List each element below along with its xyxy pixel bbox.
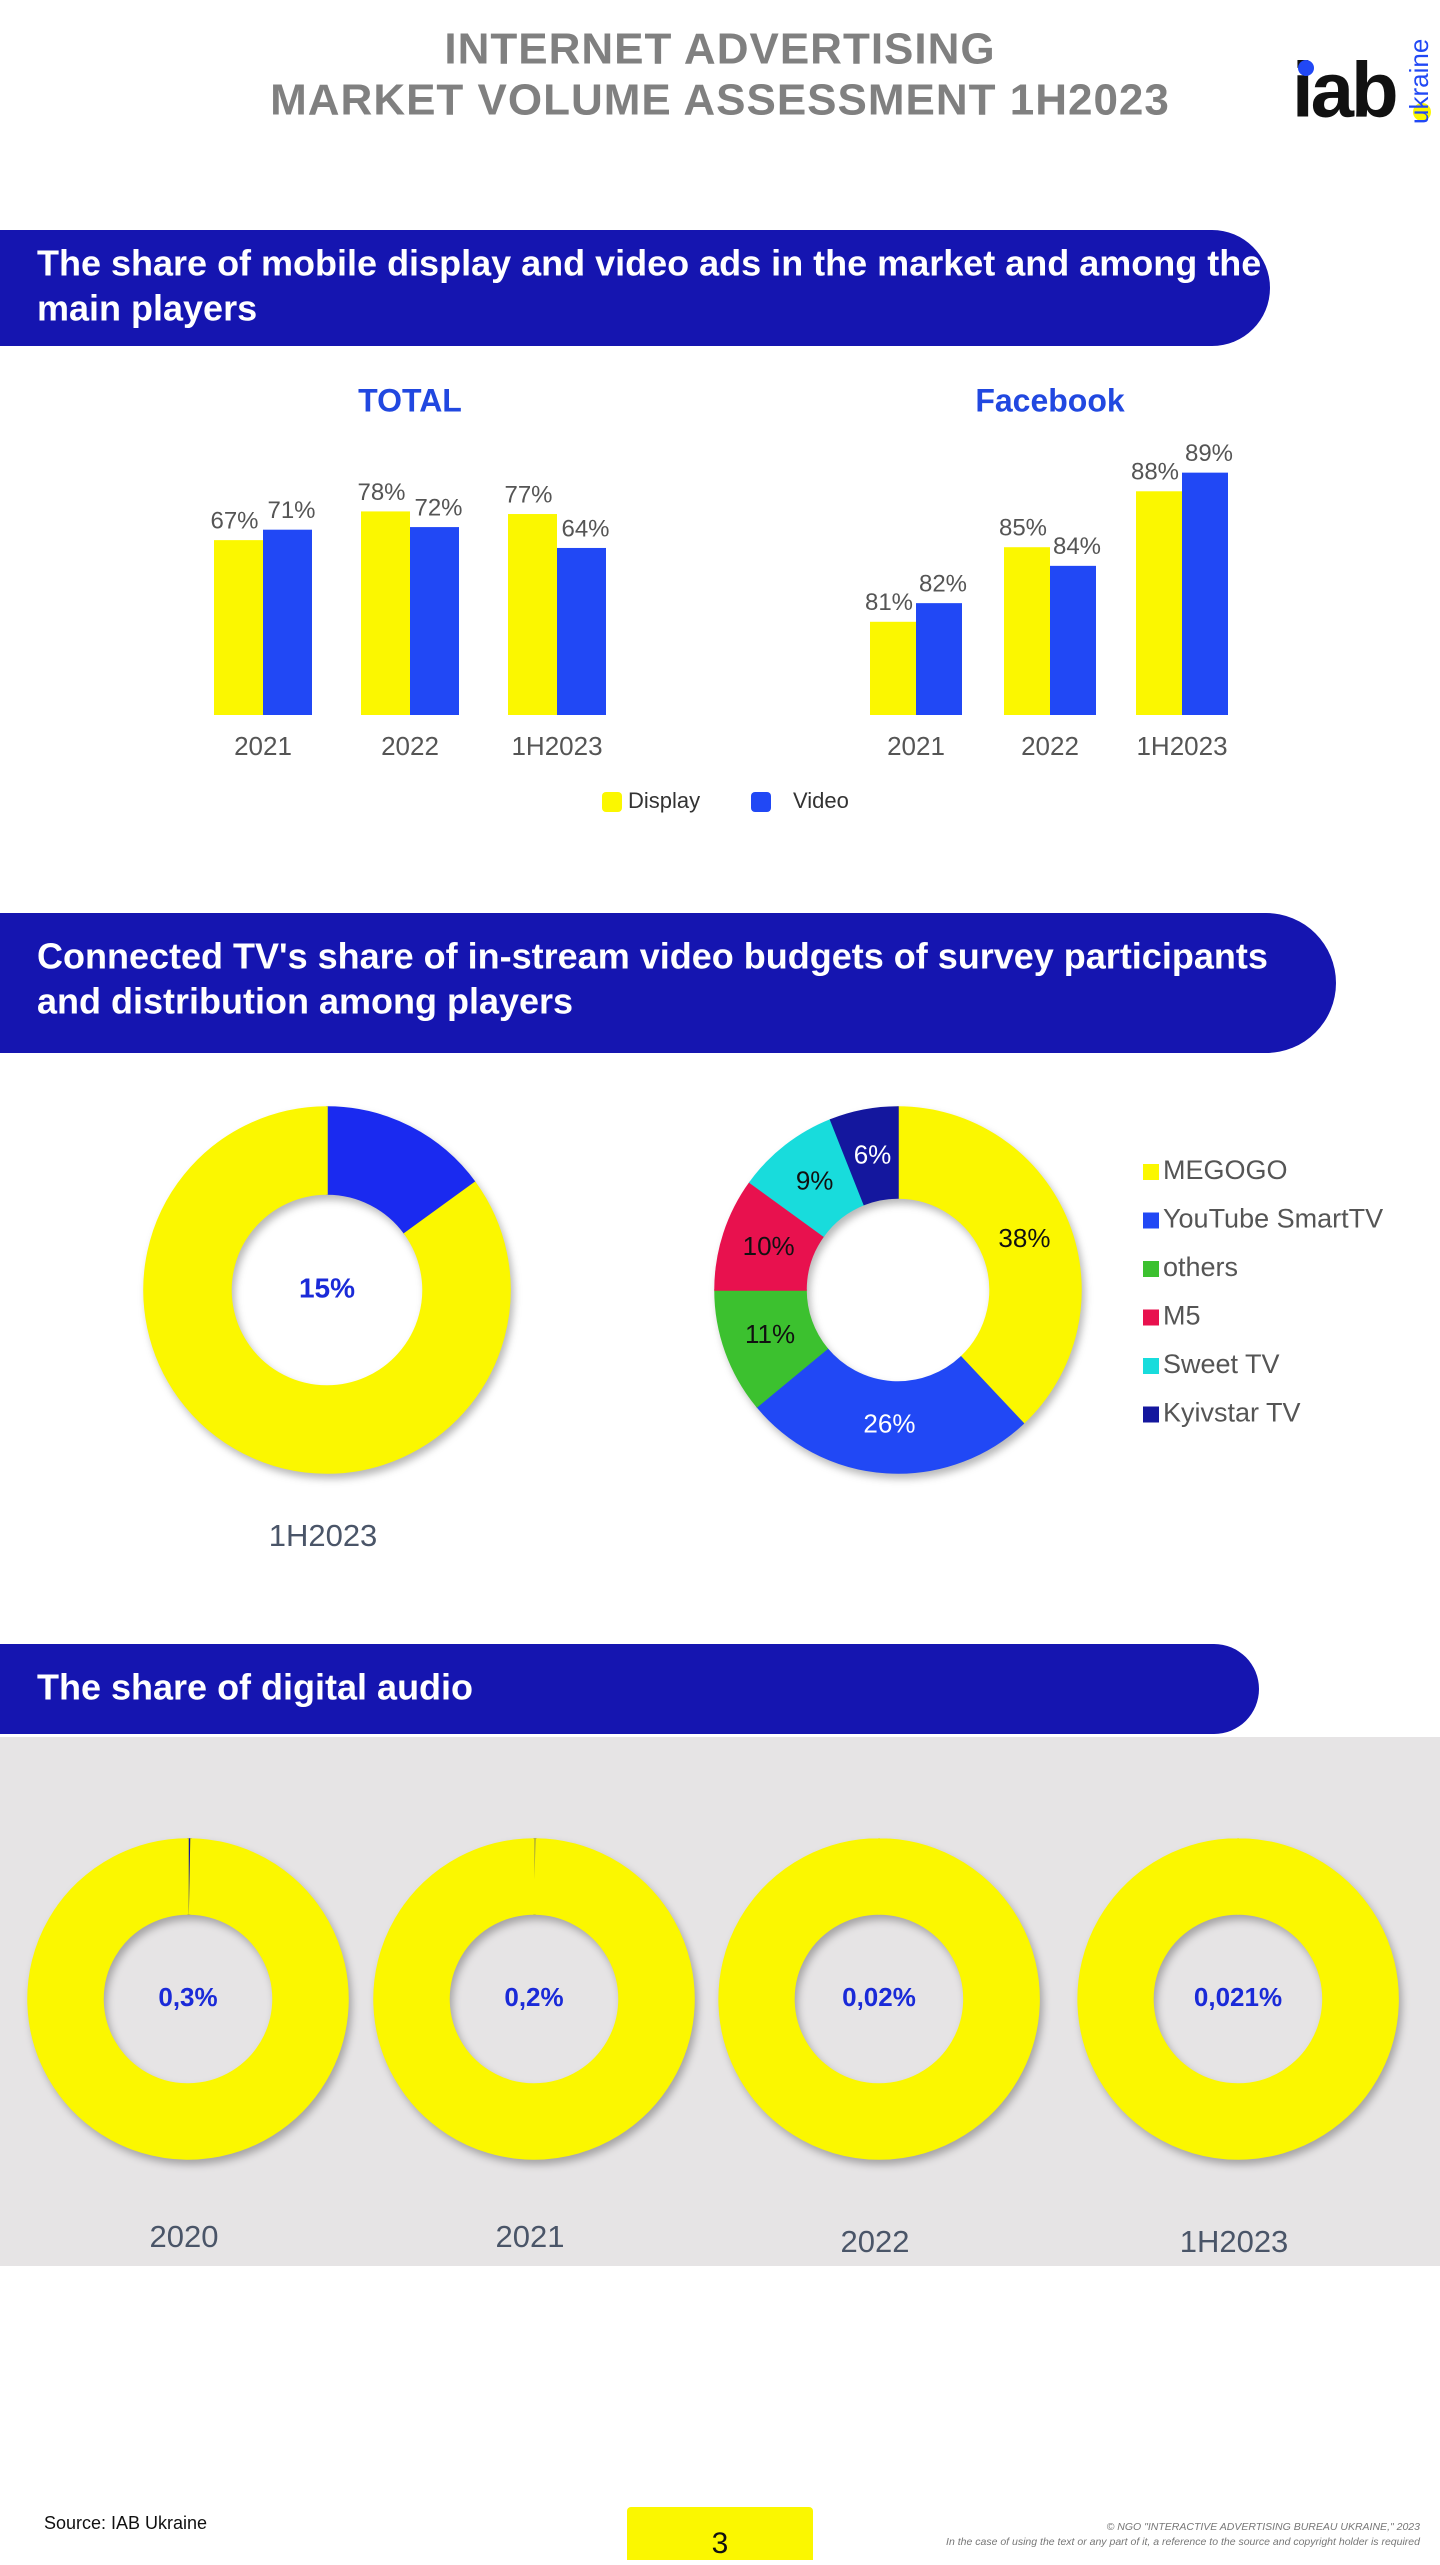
section-title: Connected TV's share of in-stream video … (37, 936, 1268, 977)
footer-notice: In the case of using the text or any par… (946, 2536, 1421, 2548)
data-label: 6% (854, 1139, 892, 1169)
data-label: 38% (998, 1223, 1050, 1253)
legend-swatch (1143, 1407, 1159, 1423)
legend-swatch (1143, 1358, 1159, 1374)
data-label: 71% (267, 497, 315, 524)
data-label: 72% (414, 494, 462, 521)
legend-swatch (1143, 1261, 1159, 1277)
legend-label: M5 (1163, 1301, 1201, 1331)
section-title: The share of mobile display and video ad… (37, 243, 1261, 284)
data-label: 0,02% (842, 1982, 916, 2012)
donut-segment (898, 1107, 1081, 1423)
bar (1050, 566, 1096, 715)
legend-label: Video (793, 788, 849, 813)
data-label: 64% (561, 515, 609, 542)
data-label: 9% (796, 1165, 834, 1195)
header-title: INTERNET ADVERTISING (444, 25, 995, 74)
bar (508, 514, 557, 715)
data-label: 77% (504, 481, 552, 508)
data-label: 15% (299, 1272, 355, 1303)
data-label: 0,2% (504, 1982, 563, 2012)
legend-label: Display (628, 788, 700, 813)
x-tick-label: 2022 (381, 731, 439, 761)
legend-swatch (1143, 1213, 1159, 1229)
data-label: 10% (743, 1231, 795, 1261)
data-label: 84% (1053, 533, 1101, 560)
data-label: 26% (863, 1409, 915, 1439)
section-title: main players (37, 288, 257, 329)
logo: iab (1292, 46, 1396, 134)
bar (870, 622, 916, 715)
x-tick-label: 2021 (887, 731, 945, 761)
bar (1182, 473, 1228, 715)
section-title: and distribution among players (37, 981, 573, 1022)
legend-label: others (1163, 1252, 1238, 1282)
logo-sub: ukraine (1404, 39, 1434, 124)
chart-title: Facebook (975, 382, 1125, 418)
x-tick-label: 1H2023 (1136, 731, 1227, 761)
data-label: 0,3% (158, 1982, 217, 2012)
x-tick-label: 1H2023 (511, 731, 602, 761)
legend-swatch (751, 792, 771, 812)
legend-swatch (1143, 1164, 1159, 1180)
section-title: The share of digital audio (37, 1667, 473, 1708)
data-label: 85% (999, 515, 1047, 542)
data-label: 78% (357, 479, 405, 506)
data-label: 89% (1185, 440, 1233, 467)
logo-dot (1298, 60, 1314, 76)
bar (410, 527, 459, 715)
bar (263, 530, 312, 715)
legend-label: Kyivstar TV (1163, 1398, 1301, 1428)
bar (1136, 491, 1182, 715)
page-number: 3 (712, 2527, 729, 2560)
chart-caption: 1H2023 (269, 1518, 378, 1553)
data-label: 11% (745, 1319, 795, 1349)
legend-swatch (602, 792, 622, 812)
legend-label: Sweet TV (1163, 1349, 1280, 1379)
x-tick-label: 2022 (1021, 731, 1079, 761)
chart-caption: 2021 (496, 2219, 565, 2254)
chart-caption: 1H2023 (1180, 2224, 1289, 2259)
bar (1004, 547, 1050, 715)
bar (361, 511, 410, 715)
data-label: 82% (919, 570, 967, 597)
data-label: 81% (865, 589, 913, 616)
x-tick-label: 2021 (234, 731, 292, 761)
chart-caption: 2022 (841, 2224, 910, 2259)
legend-label: YouTube SmartTV (1163, 1204, 1383, 1234)
chart-caption: 2020 (150, 2219, 219, 2254)
footer-copyright: © NGO "INTERACTIVE ADVERTISING BUREAU UK… (1107, 2521, 1421, 2533)
legend-swatch (1143, 1310, 1159, 1326)
legend-label: MEGOGO (1163, 1155, 1288, 1185)
footer-source: Source: IAB Ukraine (44, 2513, 207, 2533)
header-title: MARKET VOLUME ASSESSMENT 1H2023 (270, 76, 1170, 125)
bar (916, 603, 962, 715)
data-label: 88% (1131, 459, 1179, 486)
bar (557, 548, 606, 715)
data-label: 0,021% (1194, 1982, 1282, 2012)
bar (214, 540, 263, 715)
chart-title: TOTAL (358, 382, 462, 418)
data-label: 67% (210, 507, 258, 534)
